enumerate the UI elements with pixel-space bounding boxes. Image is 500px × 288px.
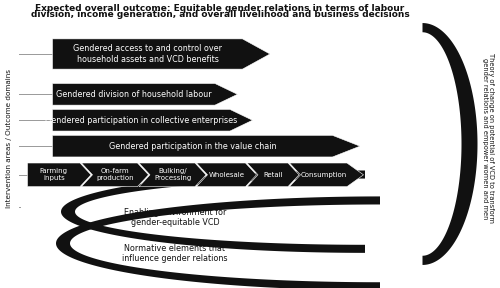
Text: Theory of change on potential of VCD to transform
gender relations and empower w: Theory of change on potential of VCD to … bbox=[482, 53, 494, 223]
Text: division, income generation, and overall livelihood and business decisions: division, income generation, and overall… bbox=[30, 10, 410, 19]
Polygon shape bbox=[139, 163, 206, 187]
Text: Intervention areas / Outcome domains: Intervention areas / Outcome domains bbox=[6, 69, 12, 208]
Text: Gendered participation in the value chain: Gendered participation in the value chai… bbox=[109, 142, 276, 151]
Polygon shape bbox=[28, 163, 91, 187]
Polygon shape bbox=[422, 23, 478, 265]
Text: Normative elements that
influence gender relations: Normative elements that influence gender… bbox=[122, 244, 228, 263]
Text: Farming
inputs: Farming inputs bbox=[40, 168, 68, 181]
Polygon shape bbox=[52, 84, 238, 105]
Polygon shape bbox=[52, 135, 360, 157]
Polygon shape bbox=[52, 109, 252, 131]
Text: Gendered division of household labour: Gendered division of household labour bbox=[56, 90, 212, 99]
Text: On-farm
production: On-farm production bbox=[96, 168, 134, 181]
Polygon shape bbox=[196, 163, 256, 187]
Text: Expected overall outcome: Equitable gender relations in terms of labour: Expected overall outcome: Equitable gend… bbox=[36, 4, 405, 13]
Polygon shape bbox=[56, 196, 380, 288]
Polygon shape bbox=[61, 170, 365, 253]
Text: Retail: Retail bbox=[263, 172, 283, 178]
Polygon shape bbox=[82, 163, 148, 187]
Text: Enabling environment for
gender-equitable VCD: Enabling environment for gender-equitabl… bbox=[124, 208, 226, 227]
Polygon shape bbox=[290, 163, 364, 187]
Polygon shape bbox=[247, 163, 299, 187]
Text: Gendered participation in collective enterprises: Gendered participation in collective ent… bbox=[45, 116, 238, 125]
Text: Wholesale: Wholesale bbox=[208, 172, 244, 178]
Text: Consumption: Consumption bbox=[300, 172, 347, 178]
Polygon shape bbox=[52, 39, 270, 69]
Text: Bulking/
Processing: Bulking/ Processing bbox=[154, 168, 191, 181]
Text: Gendered access to and control over
household assets and VCD benefits: Gendered access to and control over hous… bbox=[73, 44, 222, 64]
